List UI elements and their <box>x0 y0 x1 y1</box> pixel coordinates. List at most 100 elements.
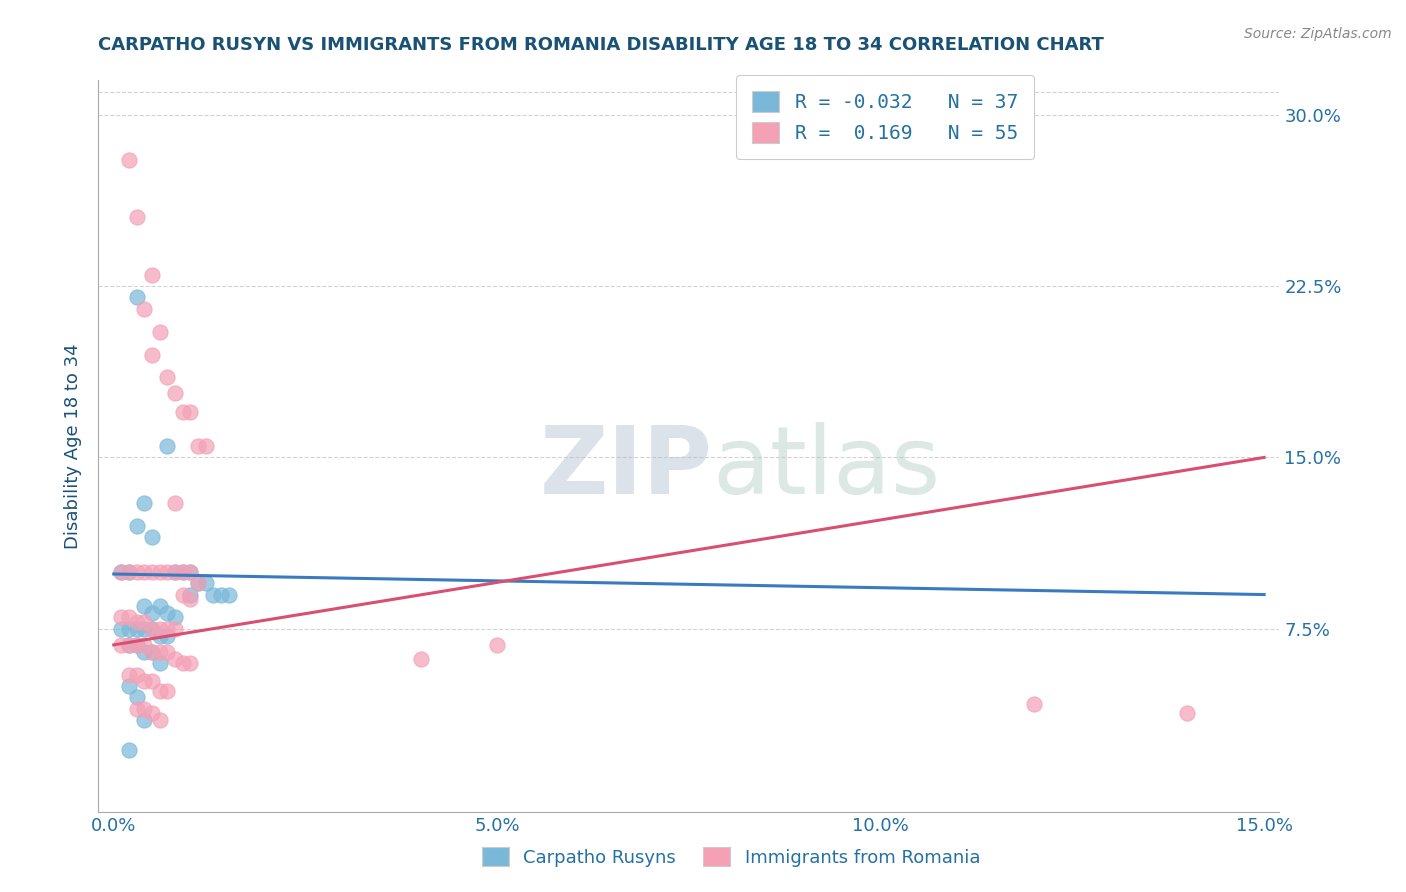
Point <box>141 530 163 544</box>
Point <box>134 622 156 636</box>
Point <box>165 610 187 624</box>
Point <box>134 615 156 629</box>
Point <box>156 683 179 698</box>
Point <box>125 519 148 533</box>
Point <box>179 565 201 579</box>
Point <box>118 638 141 652</box>
Point <box>172 565 194 579</box>
Point <box>149 629 172 643</box>
Text: atlas: atlas <box>713 422 941 514</box>
Point <box>187 576 209 591</box>
Point <box>156 629 179 643</box>
Point <box>141 565 163 579</box>
Point <box>149 683 172 698</box>
Point <box>118 667 141 681</box>
Point <box>165 386 187 401</box>
Point <box>110 638 132 652</box>
Point <box>187 576 209 591</box>
Point <box>149 599 172 613</box>
Point <box>156 622 179 636</box>
Point <box>486 638 509 652</box>
Point <box>134 599 156 613</box>
Point <box>134 638 156 652</box>
Text: Source: ZipAtlas.com: Source: ZipAtlas.com <box>1244 27 1392 41</box>
Point <box>194 576 217 591</box>
Point <box>149 645 172 659</box>
Point <box>134 714 156 728</box>
Point <box>149 656 172 670</box>
Legend: R = -0.032   N = 37, R =  0.169   N = 55: R = -0.032 N = 37, R = 0.169 N = 55 <box>737 75 1033 159</box>
Point <box>156 370 179 384</box>
Point <box>202 588 225 602</box>
Point <box>134 301 156 316</box>
Point <box>110 565 132 579</box>
Point <box>125 638 148 652</box>
Point <box>141 348 163 362</box>
Point <box>187 439 209 453</box>
Point <box>134 702 156 716</box>
Point <box>149 622 172 636</box>
Point <box>110 610 132 624</box>
Point <box>149 714 172 728</box>
Y-axis label: Disability Age 18 to 34: Disability Age 18 to 34 <box>63 343 82 549</box>
Point <box>118 622 141 636</box>
Point <box>118 679 141 693</box>
Point <box>179 588 201 602</box>
Point <box>141 622 163 636</box>
Point <box>110 565 132 579</box>
Point <box>149 325 172 339</box>
Point <box>118 565 141 579</box>
Point <box>1022 698 1045 712</box>
Point <box>125 565 148 579</box>
Point <box>125 622 148 636</box>
Point <box>141 706 163 721</box>
Point <box>156 645 179 659</box>
Point <box>172 405 194 419</box>
Point <box>125 702 148 716</box>
Point <box>165 622 187 636</box>
Point <box>179 405 201 419</box>
Point <box>125 690 148 705</box>
Point <box>125 290 148 304</box>
Point <box>141 645 163 659</box>
Point <box>141 606 163 620</box>
Point <box>172 656 194 670</box>
Legend: Carpatho Rusyns, Immigrants from Romania: Carpatho Rusyns, Immigrants from Romania <box>475 840 987 874</box>
Point <box>141 268 163 282</box>
Text: CARPATHO RUSYN VS IMMIGRANTS FROM ROMANIA DISABILITY AGE 18 TO 34 CORRELATION CH: CARPATHO RUSYN VS IMMIGRANTS FROM ROMANI… <box>98 36 1104 54</box>
Point <box>141 674 163 689</box>
Point <box>118 153 141 168</box>
Point <box>125 211 148 225</box>
Point <box>134 496 156 510</box>
Point <box>172 565 194 579</box>
Point <box>209 588 232 602</box>
Point <box>179 656 201 670</box>
Point <box>134 645 156 659</box>
Point <box>156 565 179 579</box>
Point <box>194 439 217 453</box>
Text: ZIP: ZIP <box>540 422 713 514</box>
Point <box>141 645 163 659</box>
Point <box>118 610 141 624</box>
Point <box>125 638 148 652</box>
Point <box>110 622 132 636</box>
Point <box>125 615 148 629</box>
Point <box>165 565 187 579</box>
Point <box>179 565 201 579</box>
Point <box>118 565 141 579</box>
Point <box>118 743 141 757</box>
Point <box>149 565 172 579</box>
Point <box>134 674 156 689</box>
Point <box>141 622 163 636</box>
Point <box>172 588 194 602</box>
Point <box>179 592 201 607</box>
Point <box>218 588 240 602</box>
Point <box>165 565 187 579</box>
Point <box>1177 706 1199 721</box>
Point <box>118 638 141 652</box>
Point <box>165 651 187 665</box>
Point <box>125 667 148 681</box>
Point <box>156 606 179 620</box>
Point <box>165 496 187 510</box>
Point <box>134 565 156 579</box>
